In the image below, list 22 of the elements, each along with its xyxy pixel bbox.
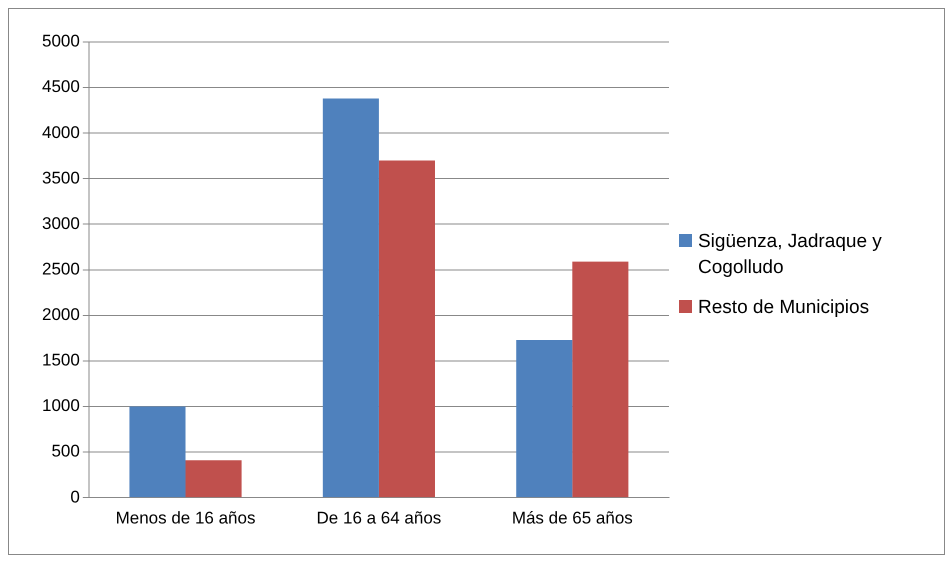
y-tick-label: 1500	[42, 350, 80, 370]
y-tick-label: 0	[70, 486, 80, 506]
y-tick-label: 3000	[42, 213, 80, 232]
x-tick-label: De 16 a 64 años	[316, 508, 442, 527]
y-tick-label: 3500	[42, 168, 80, 187]
x-tick-label: Menos de 16 años	[116, 508, 256, 527]
x-tick-label: Más de 65 años	[512, 508, 633, 527]
y-tick-label: 5000	[42, 31, 80, 50]
legend-label: Sigüenza, Jadraque y Cogolludo	[698, 230, 883, 280]
bar	[572, 261, 628, 497]
bar	[129, 406, 186, 497]
y-tick-label: 4500	[42, 76, 80, 96]
y-tick-label: 2000	[42, 304, 80, 324]
y-tick-label: 500	[51, 441, 80, 460]
legend-label: Resto de Municipios	[698, 296, 870, 320]
bar	[378, 160, 435, 497]
y-tick-label: 1000	[42, 396, 80, 415]
y-tick-label: 4000	[42, 122, 80, 142]
bar	[516, 339, 572, 497]
bar	[186, 460, 242, 497]
y-tick-label: 2500	[42, 258, 80, 278]
bar	[322, 98, 379, 497]
